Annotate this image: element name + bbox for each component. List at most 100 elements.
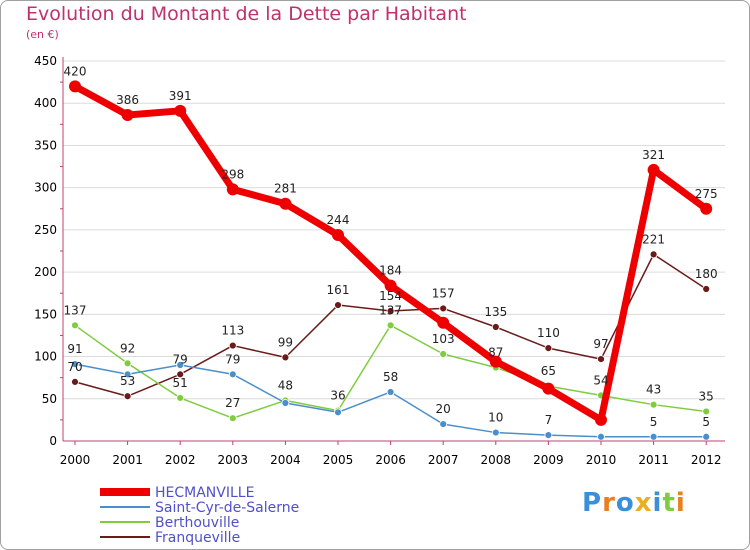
data-point — [176, 394, 185, 402]
data-point — [702, 285, 711, 293]
data-point — [702, 407, 711, 416]
data-label: 87 — [488, 346, 503, 360]
y-tick-label: 350 — [34, 138, 57, 152]
data-label: 79 — [225, 352, 240, 366]
x-tick-label: 2009 — [533, 453, 564, 467]
data-point — [544, 431, 553, 439]
data-label: 91 — [67, 342, 82, 356]
data-point — [281, 353, 290, 362]
data-point — [439, 350, 448, 358]
x-tick-label: 2003 — [218, 453, 249, 467]
data-point — [71, 377, 79, 386]
data-point — [279, 197, 292, 210]
data-point — [386, 307, 395, 315]
data-label: 221 — [642, 232, 665, 246]
legend-label-1: Saint-Cyr-de-Salerne — [155, 500, 299, 516]
data-label: 321 — [642, 148, 665, 162]
logo-letter: i — [675, 488, 686, 518]
data-label: 110 — [537, 326, 560, 340]
data-point — [491, 323, 500, 331]
data-point — [437, 316, 450, 329]
data-label: 53 — [120, 374, 135, 388]
data-point — [71, 321, 79, 330]
data-point — [649, 400, 658, 409]
data-point — [176, 361, 185, 369]
x-tick-label: 2005 — [323, 453, 354, 467]
data-label: 5 — [702, 415, 710, 429]
data-label: 51 — [173, 376, 188, 390]
data-label: 391 — [169, 89, 192, 103]
data-point — [123, 370, 132, 379]
data-label: 103 — [432, 332, 455, 346]
y-tick-label: 250 — [34, 223, 57, 237]
data-point — [334, 408, 342, 417]
data-point — [71, 360, 79, 369]
data-point — [544, 344, 553, 353]
data-point — [439, 420, 448, 429]
data-point — [228, 414, 237, 423]
data-point — [597, 355, 605, 363]
data-point — [121, 109, 134, 122]
data-label: 20 — [436, 402, 451, 416]
data-point — [176, 370, 185, 379]
data-point — [386, 388, 395, 396]
data-label: 27 — [225, 396, 240, 410]
data-point — [228, 370, 237, 379]
data-point — [491, 428, 500, 437]
data-label: 298 — [221, 167, 244, 181]
data-label: 54 — [593, 373, 608, 387]
data-label: 244 — [327, 213, 350, 227]
legend: HECMANVILLESaint-Cyr-de-SalerneBerthouvi… — [100, 485, 299, 546]
legend-label-3: Franqueville — [155, 530, 240, 546]
data-point — [595, 413, 607, 426]
data-label: 420 — [64, 64, 87, 78]
x-tick-label: 2006 — [375, 453, 406, 467]
data-label: 5 — [650, 415, 658, 429]
data-point — [281, 399, 290, 407]
data-point — [597, 432, 605, 441]
data-labels: 70 53 79 113 99 161 154 157 135 110 97 221 180 137 92 5… — [64, 64, 718, 428]
data-point — [334, 301, 342, 309]
data-label: 79 — [173, 352, 188, 366]
data-label: 36 — [330, 389, 345, 403]
data-point — [649, 432, 658, 441]
logo-letter: o — [615, 488, 635, 518]
logo-letter: r — [602, 488, 616, 518]
data-label: 184 — [379, 264, 402, 278]
data-label: 58 — [383, 370, 398, 384]
legend-label-2: Berthouville — [155, 515, 239, 531]
x-tick-label: 2010 — [586, 453, 617, 467]
x-tick-label: 2011 — [638, 453, 669, 467]
data-label: 180 — [695, 267, 718, 281]
series-lines — [69, 80, 713, 441]
data-label: 35 — [699, 389, 714, 403]
data-label: 65 — [541, 364, 556, 378]
chart-subtitle: (en €) — [26, 28, 59, 41]
data-point — [123, 359, 132, 368]
data-label: 43 — [646, 383, 661, 397]
legend-label-0: HECMANVILLE — [155, 485, 254, 501]
x-tick-label: 2004 — [270, 453, 301, 467]
data-point — [489, 355, 502, 368]
data-point — [384, 279, 397, 292]
y-tick-label: 450 — [34, 54, 57, 68]
data-point — [386, 321, 395, 330]
data-point — [649, 250, 658, 259]
y-tick-label: 50 — [42, 392, 57, 406]
data-point — [647, 163, 660, 176]
data-point — [69, 80, 81, 93]
y-tick-label: 0 — [49, 434, 57, 448]
data-label: 161 — [327, 283, 350, 297]
data-label: 10 — [488, 411, 503, 425]
data-label: 137 — [379, 303, 402, 317]
y-tick-label: 150 — [34, 307, 57, 321]
data-label: 154 — [379, 289, 402, 303]
chart-title: Evolution du Montant de la Dette par Hab… — [26, 3, 467, 25]
logo-letter: x — [634, 488, 653, 518]
data-label: 281 — [274, 182, 297, 196]
axes: 0 50 100 150 200 250 300 350 400 450 2000 2001 2002 2… — [34, 54, 725, 467]
data-label: 275 — [695, 187, 718, 201]
data-label: 113 — [221, 324, 244, 338]
grid — [63, 60, 725, 442]
